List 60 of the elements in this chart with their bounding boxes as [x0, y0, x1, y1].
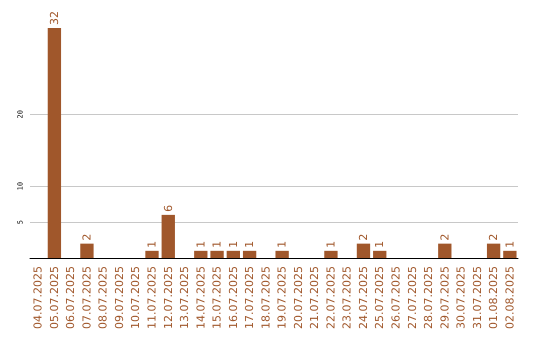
data-label: 6	[162, 204, 175, 212]
x-tick-label: 07.07.2025	[80, 266, 94, 330]
x-tick-label: 20.07.2025	[292, 266, 305, 330]
data-label: 1	[373, 240, 386, 248]
x-tick-label: 09.07.2025	[112, 266, 126, 330]
bar	[275, 250, 289, 258]
bar	[194, 250, 208, 258]
data-label: 1	[210, 240, 224, 248]
data-label: 1	[324, 240, 338, 248]
x-tick-label: 08.07.2025	[96, 266, 110, 330]
x-tick-label: 22.07.2025	[324, 266, 338, 330]
x-tick-label: 01.08.2025	[487, 266, 500, 330]
data-label: 2	[438, 234, 452, 241]
data-label: 32	[48, 11, 61, 25]
bar	[242, 250, 256, 258]
x-tick-label: 23.07.2025	[340, 266, 354, 330]
x-tick-label: 15.07.2025	[210, 266, 224, 330]
x-tick-label: 30.07.2025	[454, 266, 468, 330]
bar	[145, 250, 159, 258]
x-tick-label: 13.07.2025	[178, 266, 192, 330]
data-label: 1	[276, 240, 289, 248]
x-tick-label: 24.07.2025	[356, 266, 370, 330]
x-tick-label: 21.07.2025	[308, 266, 322, 330]
data-label: 1	[146, 240, 158, 248]
x-tick-label: 19.07.2025	[276, 266, 289, 330]
x-tick-label: 02.08.2025	[503, 266, 516, 330]
x-tick-label: 17.07.2025	[243, 266, 256, 330]
data-label: 1	[243, 240, 256, 248]
data-label: 1	[226, 240, 240, 248]
x-tick-label: 25.07.2025	[373, 266, 386, 330]
x-tick-label: 04.07.2025	[32, 266, 45, 330]
bar	[48, 28, 62, 258]
bar	[162, 214, 175, 258]
bar	[210, 250, 224, 258]
x-tick-label: 27.07.2025	[406, 266, 419, 330]
x-tick-label: 05.07.2025	[48, 266, 61, 330]
bar	[226, 250, 240, 258]
data-label: 2	[356, 234, 370, 241]
bar	[80, 244, 94, 258]
data-label: 1	[503, 240, 516, 248]
x-tick-label: 26.07.2025	[390, 266, 402, 330]
x-tick-label: 29.07.2025	[438, 266, 452, 330]
data-label: 1	[194, 240, 208, 248]
x-tick-label: 18.07.2025	[259, 266, 272, 330]
x-tick-label: 16.07.2025	[226, 266, 240, 330]
data-label: 2	[487, 234, 500, 241]
x-tick-label: 11.07.2025	[146, 266, 158, 330]
bar	[503, 250, 517, 258]
x-tick-label: 28.07.2025	[422, 266, 436, 330]
bar	[486, 244, 500, 258]
x-tick-label: 31.07.2025	[470, 266, 484, 330]
x-tick-label: 10.07.2025	[129, 266, 142, 330]
bar	[373, 250, 386, 258]
data-label: 2	[80, 234, 94, 241]
x-tick-label: 12.07.2025	[162, 266, 175, 330]
x-tick-label: 06.07.2025	[64, 266, 78, 330]
bar	[438, 244, 452, 258]
bar	[324, 250, 338, 258]
bar	[356, 244, 370, 258]
x-tick-label: 14.07.2025	[194, 266, 208, 330]
